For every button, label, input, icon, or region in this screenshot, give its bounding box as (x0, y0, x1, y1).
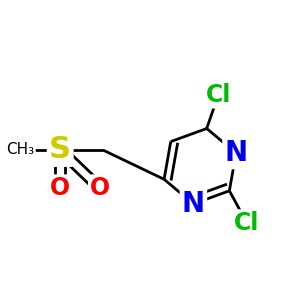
Text: S: S (49, 136, 71, 164)
Text: N: N (182, 190, 205, 218)
Text: O: O (50, 176, 70, 200)
Text: N: N (224, 139, 248, 167)
Text: CH₃: CH₃ (6, 142, 34, 158)
Text: O: O (90, 176, 110, 200)
Text: Cl: Cl (206, 82, 231, 106)
Text: Cl: Cl (234, 211, 260, 235)
